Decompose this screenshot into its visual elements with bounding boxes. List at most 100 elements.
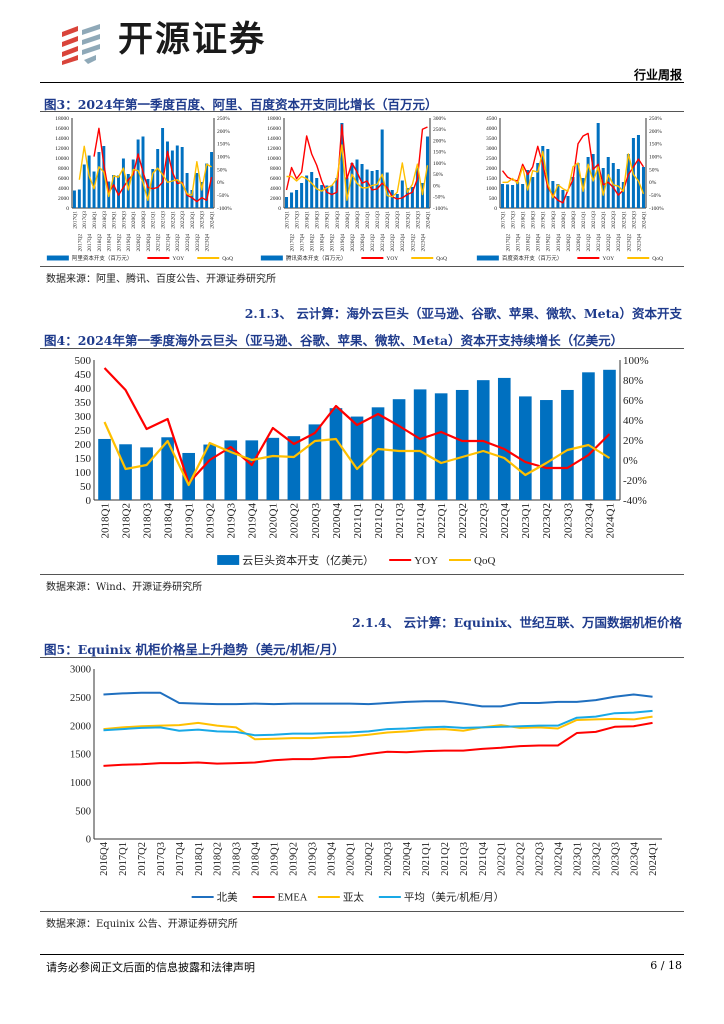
bar: [77, 189, 81, 208]
y2-tick-label: 50%: [433, 172, 444, 178]
bar: [190, 190, 194, 208]
legend-label: 百度资本开支（百万元）: [502, 254, 563, 262]
bar: [146, 179, 150, 208]
bar: [413, 389, 427, 500]
brand-logo-icon: [62, 24, 100, 65]
y2-tick-label: 0%: [623, 455, 638, 467]
legend-label: 阿里资本开支（百万元）: [72, 254, 133, 262]
y-tick-label: 2000: [70, 721, 91, 732]
fig4-title: 图4：2024年第一季度海外云巨头（亚马逊、谷歌、苹果、微软、Meta）资本开支…: [44, 333, 624, 348]
x-tick-label: 2022Q1: [385, 211, 391, 229]
x-tick-label: 2021Q1: [352, 503, 364, 538]
bar: [320, 185, 324, 208]
bar: [455, 389, 469, 500]
x-tick-label: 2023Q3: [610, 842, 621, 876]
y-tick-label: 2500: [70, 693, 91, 704]
y2-tick-label: -40%: [623, 495, 647, 507]
bar: [540, 400, 553, 500]
bar: [87, 155, 91, 208]
y-tick-label: 1000: [486, 186, 497, 192]
header-rule: [40, 82, 684, 83]
y-tick-label: 500: [489, 196, 498, 202]
line-yoy: [501, 132, 645, 204]
x-tick-label: 2021Q1: [365, 211, 371, 229]
bar: [195, 173, 199, 208]
x-tick-label: 2018Q2: [526, 234, 532, 252]
x-tick-label: 2023Q3: [562, 503, 574, 539]
bar: [434, 393, 448, 500]
fig5-chart: 0 500 1000 1500 2000 2500 3000 2016Q4 2017Q1 2017…: [70, 665, 662, 904]
x-tick-label: 2020Q3: [383, 842, 394, 876]
x-tick-label: 2021Q1: [151, 211, 157, 229]
x-tick-label: 2017Q2: [289, 234, 295, 252]
x-tick-label: 2021Q3: [459, 842, 470, 876]
x-tick-label: 2022Q4: [499, 503, 511, 539]
bar: [571, 177, 575, 208]
footer-rule: [40, 954, 684, 955]
x-tick-label: 2018Q4: [251, 841, 262, 876]
bar: [117, 175, 120, 208]
bar: [300, 183, 304, 208]
x-tick-label: 2023Q4: [629, 841, 640, 876]
bar: [136, 139, 140, 208]
x-tick-label: 2022Q2: [606, 234, 612, 252]
x-tick-label: 2024Q1: [641, 211, 647, 229]
x-tick-label: 2017Q3: [511, 211, 517, 229]
x-tick-label: 2020Q2: [350, 234, 356, 252]
x-tick-label: 2020Q4: [402, 841, 413, 876]
line-qoq: [502, 150, 645, 199]
y-tick-label: 350: [75, 397, 92, 409]
y-tick-label: 400: [75, 383, 92, 395]
x-tick-label: 2020Q3: [310, 503, 322, 539]
x-tick-label: 2020Q1: [131, 211, 137, 229]
x-tick-label: 2021Q2: [370, 234, 376, 252]
y-tick-label: 18000: [55, 116, 69, 122]
x-tick-label: 2021Q1: [421, 842, 432, 876]
x-tick-label: 2018Q1: [92, 211, 98, 229]
x-tick-label: 2018Q4: [162, 503, 174, 539]
y-tick-label: 4000: [270, 186, 281, 192]
bar: [410, 187, 414, 208]
bar: [365, 169, 369, 208]
fig5-title: 图5：Equinix 机柜价格呈上升趋势（美元/机柜/月）: [44, 642, 345, 657]
line-s1: [103, 721, 653, 767]
bar: [541, 146, 545, 208]
bar: [102, 146, 106, 208]
y2-tick-label: -100%: [217, 206, 232, 212]
bar: [166, 141, 169, 208]
x-tick-label: 2022Q1: [436, 503, 448, 538]
line-yoy: [285, 124, 428, 200]
x-tick-label: 2020Q4: [576, 234, 582, 252]
x-tick-label: 2017Q3: [156, 842, 167, 876]
x-tick-label: 2017Q2: [137, 842, 148, 876]
y-tick-label: 16000: [55, 126, 69, 132]
legend-label: 云巨头资本开支（亿美元）: [242, 553, 374, 567]
x-tick-label: 2024Q1: [604, 503, 616, 538]
x-tick-label: 2019Q4: [556, 234, 562, 252]
bar: [616, 169, 620, 208]
bar: [385, 172, 389, 208]
bar: [405, 188, 409, 208]
y-tick-label: 0: [66, 206, 69, 212]
x-tick-label: 2018Q1: [194, 842, 205, 876]
bar: [180, 147, 184, 208]
x-tick-label: 2020Q1: [268, 503, 280, 538]
legend-label: YOY: [414, 555, 438, 567]
footer-disclaimer: 请务必参阅正文后面的信息披露和法律声明: [46, 961, 255, 974]
bar: [287, 436, 301, 500]
y-tick-label: 12000: [267, 146, 281, 152]
bar: [126, 174, 130, 208]
x-tick-label: 2017Q2: [505, 234, 511, 252]
x-tick-label: 2019Q1: [184, 503, 196, 538]
section-heading-2-1-4: 2.1.4、 云计算：Equinix、世纪互联、万国数据机柜价格: [351, 615, 682, 630]
x-tick-label: 2023Q1: [405, 211, 411, 229]
fig5-bottom-rule: [40, 911, 684, 912]
x-tick-label: 2019Q2: [116, 234, 122, 252]
page-number: 6 / 18: [650, 959, 682, 972]
x-tick-label: 2022Q3: [395, 211, 401, 229]
y2-tick-label: -100%: [649, 206, 664, 212]
x-tick-label: 2018Q4: [107, 234, 113, 252]
y-tick-label: 3000: [70, 665, 91, 676]
x-tick-label: 2022Q2: [175, 234, 181, 252]
